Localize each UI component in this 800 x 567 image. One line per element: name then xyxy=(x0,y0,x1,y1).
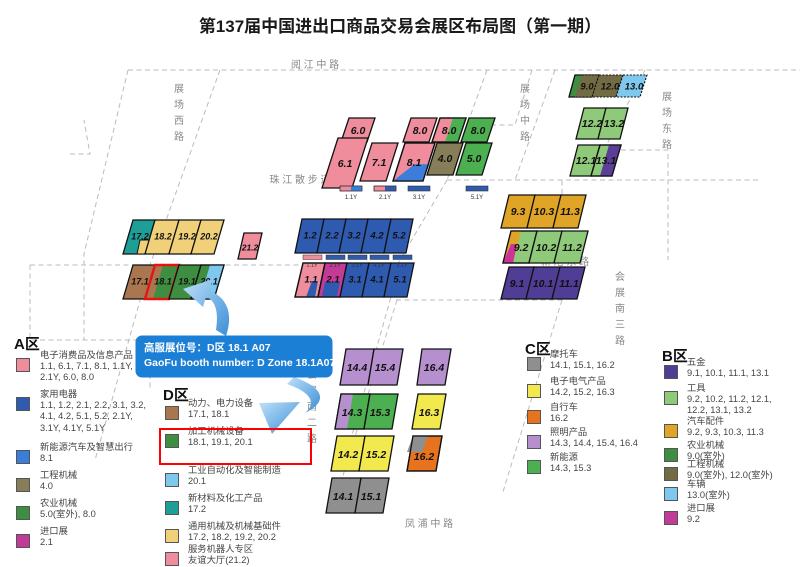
svg-text:12.0: 12.0 xyxy=(601,82,620,93)
svg-text:8.1: 8.1 xyxy=(407,157,422,169)
svg-text:2.1: 2.1 xyxy=(325,275,339,286)
svg-text:展: 展 xyxy=(174,83,184,95)
svg-text:14.3: 14.3 xyxy=(342,407,363,419)
svg-text:东: 东 xyxy=(662,122,672,135)
svg-text:路: 路 xyxy=(662,138,672,151)
svg-text:19.1: 19.1 xyxy=(178,276,196,286)
svg-text:凤 浦 中 路: 凤 浦 中 路 xyxy=(405,517,453,530)
svg-text:9.1: 9.1 xyxy=(510,278,525,290)
svg-text:路: 路 xyxy=(174,130,184,143)
svg-text:3.1: 3.1 xyxy=(348,275,361,286)
svg-text:8.0: 8.0 xyxy=(471,125,486,137)
svg-text:15.4: 15.4 xyxy=(375,362,396,374)
svg-text:10.3: 10.3 xyxy=(534,206,555,218)
svg-text:场: 场 xyxy=(520,98,530,111)
svg-text:南: 南 xyxy=(615,302,625,315)
svg-text:12.1: 12.1 xyxy=(576,155,597,167)
svg-text:15.2: 15.2 xyxy=(366,449,387,461)
svg-text:4.1Y: 4.1Y xyxy=(373,263,385,269)
svg-text:5.1Y: 5.1Y xyxy=(471,195,483,201)
svg-text:阅 江 中 路: 阅 江 中 路 xyxy=(291,58,339,71)
svg-text:5.0: 5.0 xyxy=(467,153,482,165)
svg-text:12.2: 12.2 xyxy=(582,118,603,130)
svg-text:11.3: 11.3 xyxy=(560,206,580,218)
svg-text:中: 中 xyxy=(520,114,530,127)
svg-text:展: 展 xyxy=(615,287,625,299)
svg-text:1.1: 1.1 xyxy=(304,275,317,286)
svg-text:场: 场 xyxy=(662,106,672,119)
svg-text:9.2: 9.2 xyxy=(514,242,529,254)
svg-text:1.2: 1.2 xyxy=(303,231,317,242)
svg-text:11.2: 11.2 xyxy=(562,242,582,254)
svg-text:展: 展 xyxy=(662,91,672,103)
svg-text:15.3: 15.3 xyxy=(370,407,391,419)
svg-text:9.0: 9.0 xyxy=(580,82,594,93)
svg-text:3.2: 3.2 xyxy=(347,231,361,242)
svg-text:GaoFu booth number: D Zone 18.: GaoFu booth number: D Zone 18.1A07 xyxy=(144,357,336,369)
svg-text:10.2: 10.2 xyxy=(536,242,557,254)
svg-text:14.4: 14.4 xyxy=(347,362,368,374)
svg-text:4.2: 4.2 xyxy=(369,231,384,242)
svg-text:5.1: 5.1 xyxy=(393,275,406,286)
svg-text:3.1Y: 3.1Y xyxy=(413,195,425,201)
svg-text:13.0: 13.0 xyxy=(625,82,644,93)
svg-text:珠 江 散 步 道: 珠 江 散 步 道 xyxy=(269,173,330,186)
svg-text:16.2: 16.2 xyxy=(414,451,435,463)
svg-text:场: 场 xyxy=(174,98,184,111)
svg-text:14.1: 14.1 xyxy=(333,491,354,503)
svg-text:13.1: 13.1 xyxy=(596,155,617,167)
svg-text:高服展位号：D区 18.1 A07: 高服展位号：D区 18.1 A07 xyxy=(144,341,271,354)
svg-text:展: 展 xyxy=(520,83,530,95)
svg-text:8.0: 8.0 xyxy=(413,125,428,137)
svg-text:会: 会 xyxy=(615,270,625,283)
svg-text:20.2: 20.2 xyxy=(199,231,218,241)
svg-text:1.1Y: 1.1Y xyxy=(345,195,357,201)
svg-text:19.2: 19.2 xyxy=(178,231,196,241)
svg-text:7.1: 7.1 xyxy=(372,157,387,169)
svg-text:1.1Y: 1.1Y xyxy=(306,263,318,269)
svg-text:16.4: 16.4 xyxy=(424,362,445,374)
svg-text:三: 三 xyxy=(615,320,625,331)
svg-text:17.2: 17.2 xyxy=(131,231,149,241)
svg-text:5.2: 5.2 xyxy=(392,231,406,242)
svg-text:16.3: 16.3 xyxy=(419,407,440,419)
svg-text:4.0: 4.0 xyxy=(437,153,453,165)
svg-text:15.1: 15.1 xyxy=(361,491,382,503)
svg-text:2.2: 2.2 xyxy=(324,231,339,242)
svg-text:18.2: 18.2 xyxy=(154,231,172,241)
svg-text:5.1Y: 5.1Y xyxy=(396,263,408,269)
svg-text:21.2: 21.2 xyxy=(241,242,259,252)
svg-text:路: 路 xyxy=(615,334,625,347)
svg-text:4.1: 4.1 xyxy=(369,275,383,286)
svg-text:11.1: 11.1 xyxy=(559,278,579,290)
svg-text:3.1Y: 3.1Y xyxy=(351,263,363,269)
svg-text:2.1Y: 2.1Y xyxy=(329,263,341,269)
svg-text:2.1Y: 2.1Y xyxy=(379,195,391,201)
svg-text:西: 西 xyxy=(174,116,184,127)
svg-text:10.1: 10.1 xyxy=(533,278,554,290)
svg-text:路: 路 xyxy=(520,130,530,143)
svg-text:6.0: 6.0 xyxy=(351,125,366,137)
svg-text:13.2: 13.2 xyxy=(604,118,625,130)
svg-text:8.0: 8.0 xyxy=(442,125,457,137)
svg-text:18.1: 18.1 xyxy=(154,276,172,286)
svg-text:17.1: 17.1 xyxy=(131,276,149,286)
svg-text:9.3: 9.3 xyxy=(511,206,526,218)
svg-text:14.2: 14.2 xyxy=(338,449,359,461)
svg-text:6.1: 6.1 xyxy=(338,158,353,170)
